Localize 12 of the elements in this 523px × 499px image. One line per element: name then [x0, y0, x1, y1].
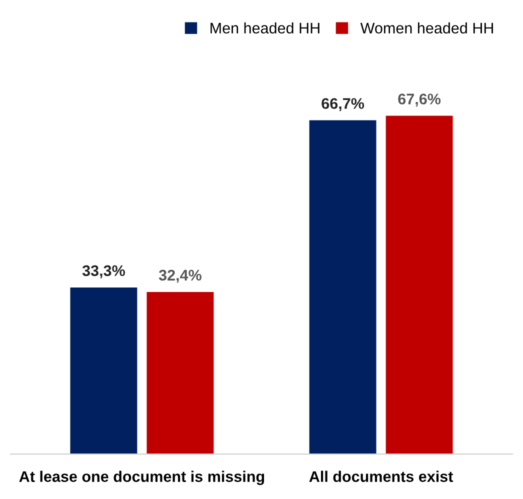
data-label: 33,3%: [82, 265, 125, 278]
data-label: 67,6%: [398, 94, 441, 107]
bar: [146, 292, 214, 454]
bar: [70, 287, 138, 454]
data-label: 32,4%: [158, 270, 202, 283]
bar: [386, 116, 453, 454]
legend-label: Men headed HH: [210, 22, 320, 34]
x-tick-label: At lease one document is missing: [19, 470, 264, 486]
x-tick-label: All documents exist: [309, 470, 454, 482]
legend-label: Women headed HH: [360, 22, 493, 34]
bar: [309, 120, 376, 454]
data-label: 66,7%: [322, 98, 364, 112]
